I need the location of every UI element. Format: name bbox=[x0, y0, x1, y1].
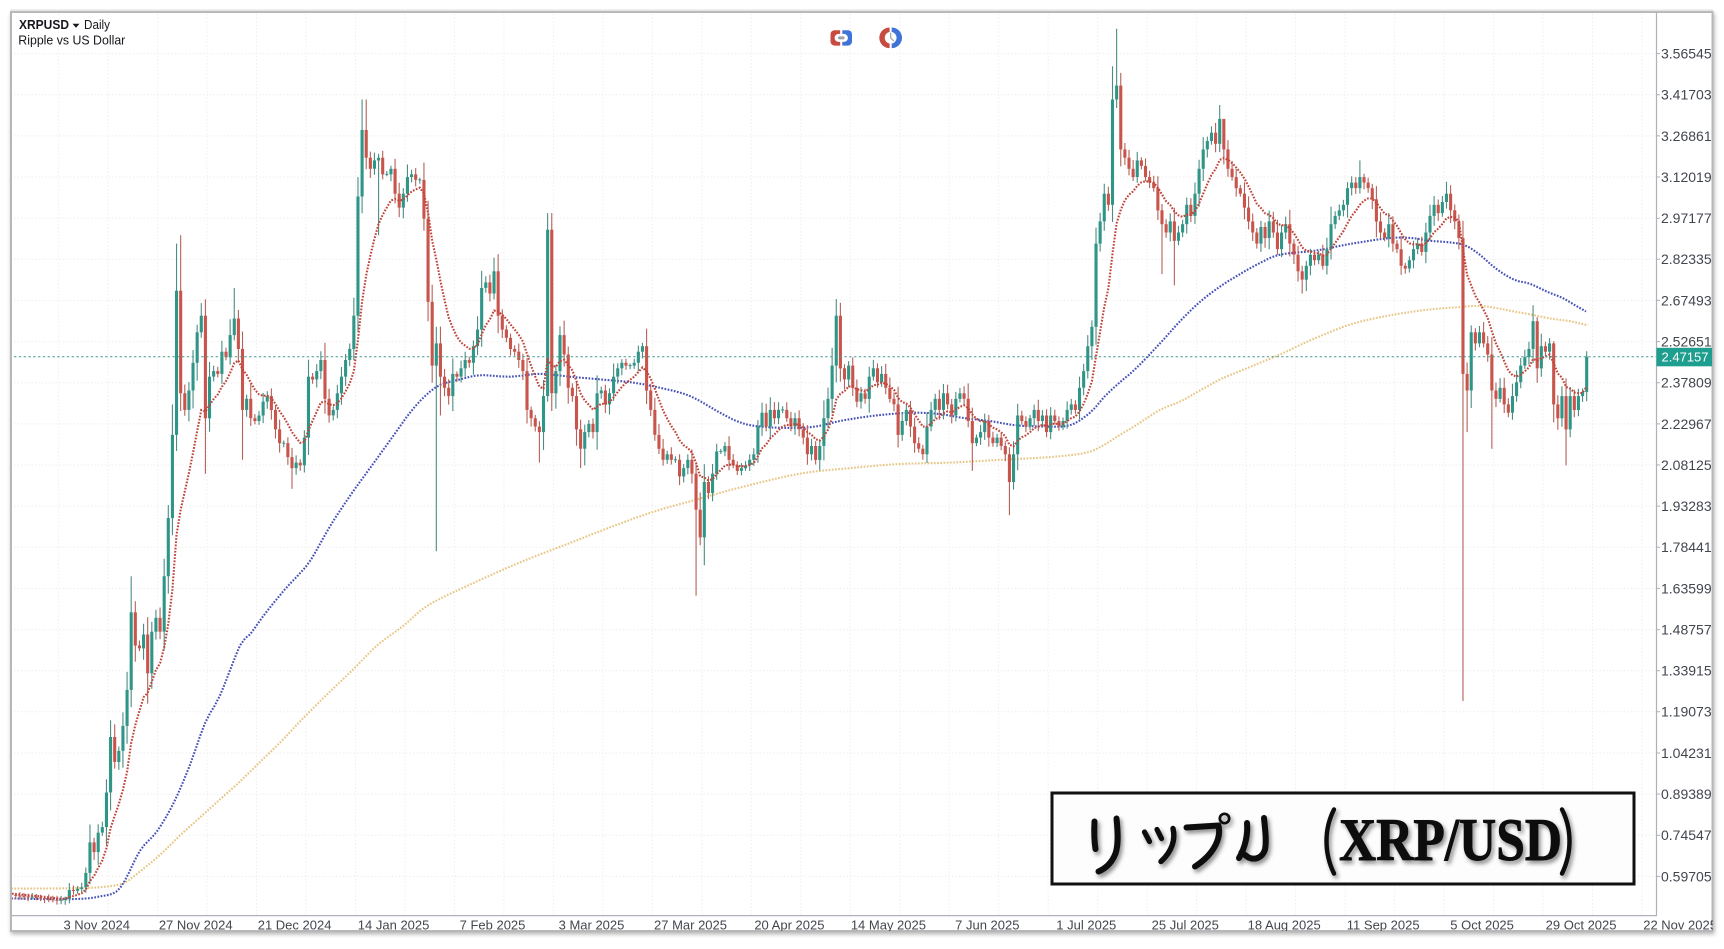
svg-text:1.19073: 1.19073 bbox=[1661, 704, 1712, 720]
svg-text:3.26861: 3.26861 bbox=[1661, 128, 1712, 144]
svg-text:14 Jan 2025: 14 Jan 2025 bbox=[358, 918, 430, 933]
svg-text:1.33915: 1.33915 bbox=[1661, 663, 1712, 679]
svg-text:11 Sep 2025: 11 Sep 2025 bbox=[1347, 918, 1420, 933]
svg-text:2.97177: 2.97177 bbox=[1661, 210, 1712, 226]
svg-text:27 Nov 2024: 27 Nov 2024 bbox=[159, 918, 233, 933]
svg-text:7 Feb 2025: 7 Feb 2025 bbox=[460, 918, 526, 933]
svg-text:2.22967: 2.22967 bbox=[1661, 416, 1712, 432]
svg-text:20 Apr 2025: 20 Apr 2025 bbox=[754, 918, 824, 933]
svg-text:2.52651: 2.52651 bbox=[1661, 334, 1712, 350]
svg-text:3.41703: 3.41703 bbox=[1661, 87, 1712, 103]
svg-text:0.74547: 0.74547 bbox=[1661, 827, 1712, 843]
svg-text:2.47157: 2.47157 bbox=[1662, 350, 1709, 365]
svg-text:2.37809: 2.37809 bbox=[1661, 375, 1712, 391]
svg-text:XRPUSD: XRPUSD bbox=[19, 17, 69, 32]
svg-text:1.48757: 1.48757 bbox=[1661, 622, 1712, 638]
svg-text:2.08125: 2.08125 bbox=[1661, 457, 1712, 473]
svg-text:14 May 2025: 14 May 2025 bbox=[851, 918, 926, 933]
svg-text:3.56545: 3.56545 bbox=[1661, 46, 1712, 62]
svg-text:7 Jun 2025: 7 Jun 2025 bbox=[955, 918, 1019, 933]
svg-text:1.04231: 1.04231 bbox=[1661, 745, 1712, 761]
svg-text:25 Jul 2025: 25 Jul 2025 bbox=[1152, 918, 1219, 933]
svg-text:0.59705: 0.59705 bbox=[1661, 868, 1712, 884]
svg-text:1.63599: 1.63599 bbox=[1661, 580, 1712, 596]
svg-text:0.89389: 0.89389 bbox=[1661, 786, 1712, 802]
svg-text:5 Oct 2025: 5 Oct 2025 bbox=[1450, 918, 1514, 933]
svg-text:27 Mar 2025: 27 Mar 2025 bbox=[654, 918, 727, 933]
svg-text:29 Oct 2025: 29 Oct 2025 bbox=[1546, 918, 1617, 933]
svg-text:2.82335: 2.82335 bbox=[1661, 251, 1712, 267]
svg-text:1 Jul 2025: 1 Jul 2025 bbox=[1056, 918, 1116, 933]
svg-text:Ripple vs US Dollar: Ripple vs US Dollar bbox=[18, 32, 126, 47]
svg-text:3 Nov 2024: 3 Nov 2024 bbox=[63, 918, 130, 933]
svg-text:1.93283: 1.93283 bbox=[1661, 498, 1712, 514]
svg-text:18 Aug 2025: 18 Aug 2025 bbox=[1248, 918, 1321, 933]
svg-text:1.78441: 1.78441 bbox=[1661, 539, 1712, 555]
svg-text:22 Nov 2025: 22 Nov 2025 bbox=[1643, 918, 1717, 933]
svg-text:3 Mar 2025: 3 Mar 2025 bbox=[559, 918, 625, 933]
svg-text:2.67493: 2.67493 bbox=[1661, 292, 1712, 308]
svg-text:3.12019: 3.12019 bbox=[1661, 169, 1712, 185]
svg-text:XRP/USD: XRP/USD bbox=[1339, 807, 1562, 873]
svg-text:21 Dec 2024: 21 Dec 2024 bbox=[258, 918, 332, 933]
svg-text:Daily: Daily bbox=[84, 17, 110, 32]
